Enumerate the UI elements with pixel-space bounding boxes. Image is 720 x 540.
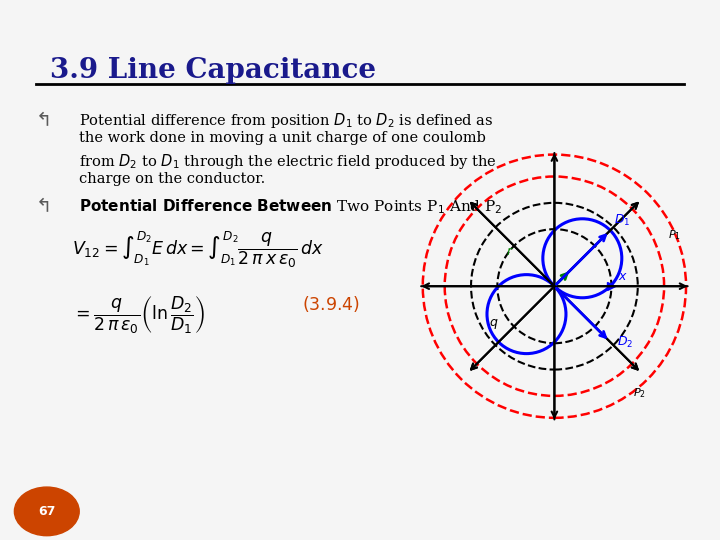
Text: $D_2$: $D_2$: [617, 335, 633, 350]
Text: ↰: ↰: [36, 197, 53, 216]
Text: the work done in moving a unit charge of one coulomb: the work done in moving a unit charge of…: [79, 131, 486, 145]
Text: ↰: ↰: [36, 111, 53, 130]
Text: $r$: $r$: [506, 246, 514, 259]
Text: $(3.9.4)$: $(3.9.4)$: [302, 294, 361, 314]
Text: $= \dfrac{q}{2\,\pi\,\varepsilon_0} \left(\ln\dfrac{D_2}{D_1}\right)$: $= \dfrac{q}{2\,\pi\,\varepsilon_0} \lef…: [72, 294, 204, 336]
Text: $P_1$: $P_1$: [668, 228, 681, 242]
Text: 67: 67: [38, 505, 55, 518]
Text: charge on the conductor.: charge on the conductor.: [79, 172, 266, 186]
Text: from $\boldsymbol{D_2}$ to $\boldsymbol{D_1}$ through the electric field produce: from $\boldsymbol{D_2}$ to $\boldsymbol{…: [79, 152, 497, 171]
Text: $V_{12} = \int_{D_1}^{D_2} E\,dx = \int_{D_1}^{D_2} \dfrac{q}{2\,\pi\,x\,\vareps: $V_{12} = \int_{D_1}^{D_2} E\,dx = \int_…: [72, 230, 324, 271]
Text: Potential difference from position $\boldsymbol{D_1}$ to $\boldsymbol{D_2}$ is d: Potential difference from position $\bol…: [79, 111, 494, 130]
Text: $\bf{Potential\ Difference\ Between}$ Two Points P$_1$ And P$_2$: $\bf{Potential\ Difference\ Between}$ Tw…: [79, 197, 503, 216]
Text: $P_2$: $P_2$: [634, 386, 647, 400]
Text: $x$: $x$: [618, 270, 627, 283]
Text: $q$: $q$: [489, 316, 498, 330]
Circle shape: [14, 487, 79, 536]
Text: $D_1$: $D_1$: [614, 213, 631, 228]
Text: 3.9 Line Capacitance: 3.9 Line Capacitance: [50, 57, 377, 84]
